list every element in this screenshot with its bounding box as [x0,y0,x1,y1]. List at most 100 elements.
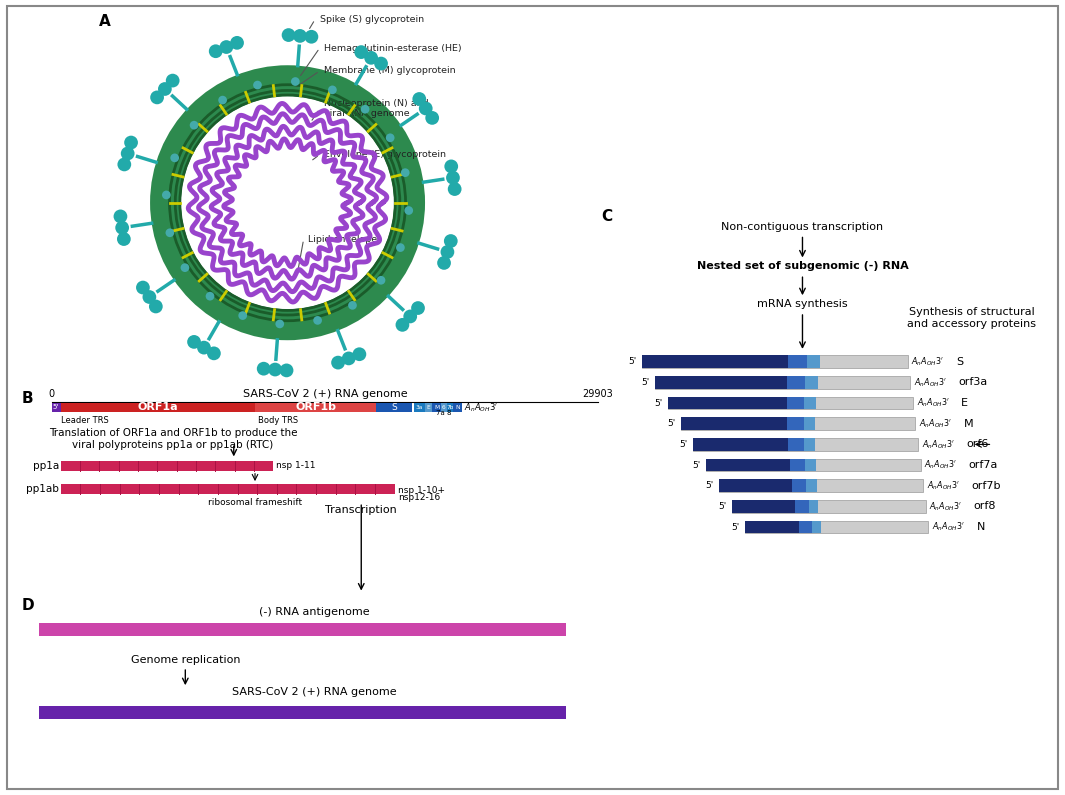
Circle shape [396,243,405,252]
Bar [792,479,806,492]
Circle shape [165,228,175,237]
Text: SARS-CoV 2 (+) RNA genome: SARS-CoV 2 (+) RNA genome [243,389,407,399]
Bar [425,403,432,412]
Text: 0: 0 [49,390,54,399]
Bar [732,500,925,513]
Text: 29903: 29903 [583,390,613,399]
Text: 3a: 3a [415,405,423,410]
Circle shape [143,290,157,304]
Text: 6: 6 [442,405,445,410]
Circle shape [405,206,413,215]
Bar [655,376,911,389]
Bar [51,403,61,412]
Text: D: D [21,599,34,614]
Text: E: E [427,405,430,410]
Circle shape [166,74,180,87]
Bar [807,355,820,368]
Bar [655,376,787,389]
Text: E: E [961,398,968,408]
Bar [808,500,818,513]
Circle shape [170,153,179,162]
Circle shape [425,111,439,125]
Circle shape [281,28,295,42]
Bar [642,355,788,368]
Circle shape [209,45,223,58]
Circle shape [253,81,262,89]
Circle shape [162,191,170,200]
Circle shape [386,134,394,142]
Text: $A_nA_{OH}3'$: $A_nA_{OH}3'$ [930,500,962,513]
Circle shape [181,96,394,309]
Bar [744,521,929,533]
Circle shape [377,276,386,285]
Text: M: M [433,405,439,410]
Bar [39,623,567,637]
Circle shape [342,351,356,365]
Bar [706,459,920,471]
Circle shape [150,65,425,340]
Bar [787,397,804,409]
Text: nsp 1-11: nsp 1-11 [276,461,315,471]
Bar [453,403,462,412]
Text: Nucleoprotein (N) and
viral RNA genome: Nucleoprotein (N) and viral RNA genome [324,99,429,118]
Text: pp1ab: pp1ab [26,484,59,494]
Circle shape [190,121,198,130]
Bar [39,706,567,719]
Circle shape [444,160,458,173]
Text: $A_nA_{OH}3'$: $A_nA_{OH}3'$ [919,417,952,430]
Text: $A_nA_{OH}3'$: $A_nA_{OH}3'$ [912,355,945,368]
Circle shape [395,318,409,332]
Circle shape [293,29,307,43]
Bar [668,397,787,409]
Bar [376,403,412,412]
Bar [788,355,807,368]
Text: Synthesis of structural
and accessory proteins: Synthesis of structural and accessory pr… [907,307,1036,329]
Circle shape [197,341,211,355]
Text: ORF1b: ORF1b [295,402,337,413]
Bar [414,403,425,412]
Text: orf6: orf6 [966,440,988,449]
Circle shape [353,347,366,361]
Circle shape [115,221,129,235]
Text: 5': 5' [692,460,701,470]
Text: N: N [977,522,985,532]
Circle shape [305,30,318,44]
Circle shape [446,171,460,184]
Text: nsp 1-10+: nsp 1-10+ [397,487,445,495]
Bar [804,417,816,430]
Text: Leader TRS: Leader TRS [61,416,109,425]
Bar [61,461,274,471]
Text: (-) RNA antigenome: (-) RNA antigenome [259,607,370,617]
Bar [642,355,907,368]
Text: Translation of ORF1a and ORF1b to produce the
viral polyproteins pp1a or pp1ab (: Translation of ORF1a and ORF1b to produc… [49,429,297,450]
Text: Non-contiguous transcription: Non-contiguous transcription [721,222,884,231]
Text: 5': 5' [679,440,688,449]
Text: 5': 5' [641,378,650,387]
Text: S: S [956,357,963,366]
Bar [790,459,805,471]
Circle shape [441,245,455,259]
Text: $A_nA_{OH}3'$: $A_nA_{OH}3'$ [924,459,957,471]
Text: 7b: 7b [446,405,454,410]
Bar [447,403,453,412]
Text: 5': 5' [53,405,59,410]
Circle shape [117,232,131,246]
Circle shape [219,41,233,54]
Text: Genome replication: Genome replication [131,654,240,665]
Circle shape [313,316,322,324]
Text: orf7a: orf7a [969,460,998,470]
Text: 5': 5' [705,481,714,491]
Bar [788,438,804,451]
Bar [61,484,395,494]
Text: Spike (S) glycoprotein: Spike (S) glycoprotein [320,15,424,24]
Bar [744,521,799,533]
Circle shape [120,146,134,161]
Circle shape [374,56,388,71]
Circle shape [257,362,271,375]
Circle shape [117,157,131,171]
Bar [681,417,787,430]
Bar [804,438,815,451]
Text: ribosomal frameshift: ribosomal frameshift [208,498,302,507]
Text: nsp12-16: nsp12-16 [397,493,440,502]
Bar [61,403,255,412]
